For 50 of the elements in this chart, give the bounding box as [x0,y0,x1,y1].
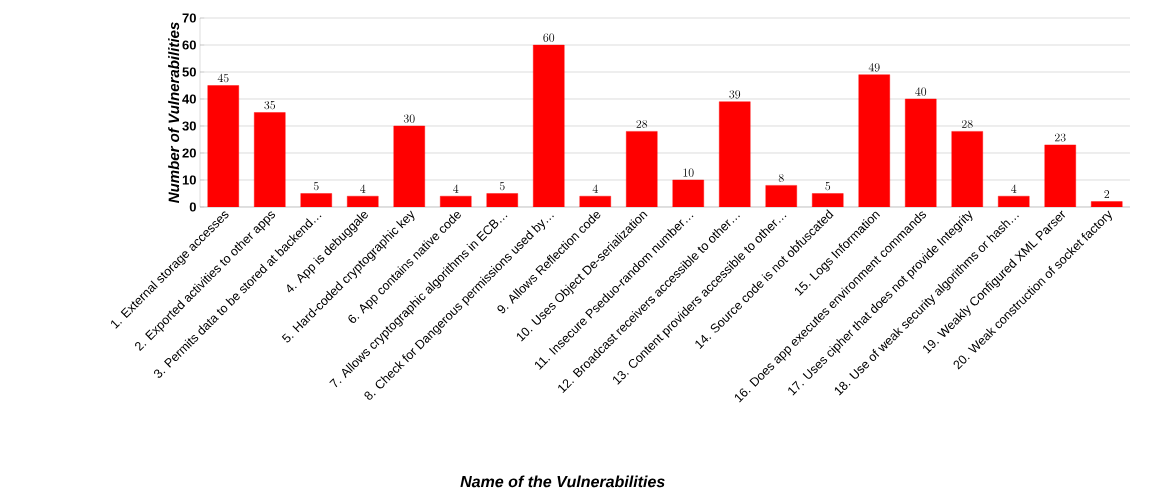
data-label: 4 [592,184,598,193]
bar [1044,144,1076,207]
y-tick-label: 70 [182,13,196,23]
x-axis-title: Name of the Vulnerabilities [460,475,665,488]
bar [347,195,379,207]
bar [1091,201,1123,207]
bar [626,131,658,207]
data-label: 40 [915,87,927,96]
data-label: 4 [1011,184,1017,193]
bar [486,193,518,207]
y-tick-label: 60 [182,40,196,50]
data-label: 5 [313,181,319,191]
bar [998,195,1030,207]
bar [393,125,425,207]
bar [207,85,239,207]
bar [858,74,890,207]
bar [533,44,565,207]
bar [812,193,844,207]
bar [765,185,797,207]
data-label: 60 [543,33,555,42]
data-label: 8 [778,173,784,183]
y-tick-label: 30 [182,121,196,131]
data-label: 30 [403,114,415,123]
data-label: 45 [217,73,229,83]
y-tick-label: 20 [182,148,196,158]
y-tick-label: 50 [182,67,196,77]
data-label: 10 [683,168,694,177]
data-label: 28 [961,119,973,129]
y-tick-label: 10 [182,175,196,185]
data-label: 2 [1104,190,1110,199]
data-label: 5 [825,181,831,191]
bar [951,131,983,207]
data-label: 28 [636,119,648,129]
data-label: 39 [729,90,741,99]
bar [254,112,286,207]
y-tick-label: 0 [189,202,196,212]
bar [905,98,937,207]
bar [300,193,332,207]
data-label: 4 [453,184,459,193]
data-label: 5 [499,181,505,191]
data-label: 23 [1054,133,1066,142]
y-axis-title: Number of Vulnerabilities [168,22,180,203]
y-tick-label: 40 [182,94,196,104]
bar [719,101,751,207]
bar [579,195,611,207]
bar [672,179,704,207]
data-label: 4 [360,184,366,193]
data-label: 49 [868,63,880,72]
data-label: 35 [264,100,276,110]
bar [440,195,472,207]
